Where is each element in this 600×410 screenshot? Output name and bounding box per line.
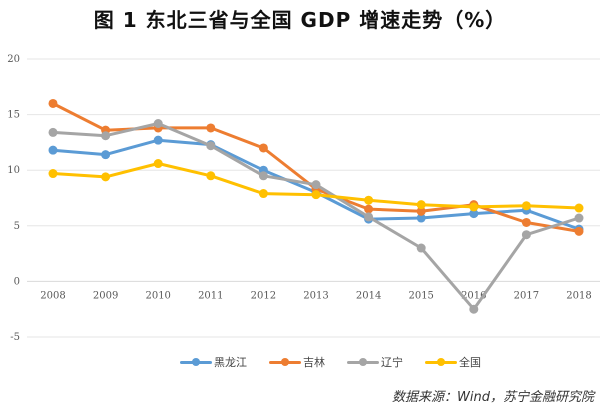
x-tick-label: 2018 (566, 290, 591, 301)
chart-title: 图 1 东北三省与全国 GDP 增速走势（%） (93, 8, 507, 32)
data-point (364, 195, 374, 205)
data-point (153, 135, 163, 145)
legend-label-national: 全国 (459, 356, 481, 369)
legend-label-liaoning: 辽宁 (381, 356, 403, 369)
data-point (101, 150, 111, 160)
data-point (48, 127, 58, 137)
data-point (153, 118, 163, 128)
data-point (521, 230, 531, 240)
data-point (469, 304, 479, 314)
x-tick-label: 2017 (514, 290, 539, 301)
legend-swatch-liaoning (347, 357, 379, 366)
data-point (416, 200, 426, 210)
legend-label-jilin: 吉林 (303, 356, 325, 369)
data-point (574, 213, 584, 223)
data-point (48, 145, 58, 155)
data-point (48, 98, 58, 108)
x-tick-label: 2014 (356, 290, 381, 301)
data-point (258, 143, 268, 153)
x-tick-label: 2016 (461, 290, 486, 301)
x-tick-label: 2012 (251, 290, 276, 301)
data-point (258, 189, 268, 199)
legend-swatch-heilongjiang (180, 357, 212, 366)
data-point (101, 172, 111, 182)
data-point (311, 190, 321, 200)
data-point (521, 201, 531, 211)
legend-item-national: 全国 (425, 354, 481, 370)
legend-swatch-jilin (269, 357, 301, 366)
data-point (101, 131, 111, 141)
data-point (206, 123, 216, 133)
x-tick-label: 2009 (93, 290, 118, 301)
data-point (416, 243, 426, 253)
data-point (574, 203, 584, 213)
data-point (364, 212, 374, 222)
data-point (469, 202, 479, 212)
y-tick-label: 0 (14, 276, 20, 287)
data-point (469, 209, 479, 219)
legend-label-heilongjiang: 黑龙江 (214, 356, 247, 369)
y-tick-label: 20 (7, 54, 20, 65)
data-point (521, 217, 531, 227)
legend-swatch-national (425, 357, 457, 366)
x-tick-label: 2008 (40, 290, 65, 301)
data-point (364, 204, 374, 214)
data-point (258, 171, 268, 181)
data-point (311, 180, 321, 190)
data-point (48, 169, 58, 179)
data-point (416, 206, 426, 216)
y-tick-label: 10 (7, 165, 20, 176)
legend: 黑龙江 吉林 辽宁 全国 (180, 354, 481, 370)
y-tick-label: 15 (7, 110, 20, 121)
data-point (206, 141, 216, 151)
data-point (153, 159, 163, 169)
x-tick-label: 2013 (303, 290, 328, 301)
data-point (206, 171, 216, 181)
legend-item-liaoning: 辽宁 (347, 354, 403, 370)
x-tick-label: 2010 (145, 290, 170, 301)
x-tick-label: 2015 (408, 290, 433, 301)
legend-item-jilin: 吉林 (269, 354, 325, 370)
y-tick-label: -5 (10, 332, 20, 343)
legend-item-heilongjiang: 黑龙江 (180, 354, 247, 370)
data-point (416, 213, 426, 223)
series-line-1 (51, 102, 581, 233)
source-note: 数据来源：Wind，苏宁金融研究院 (392, 390, 594, 405)
x-tick-label: 2011 (198, 290, 223, 301)
data-point (574, 226, 584, 236)
y-tick-label: 5 (14, 221, 20, 232)
